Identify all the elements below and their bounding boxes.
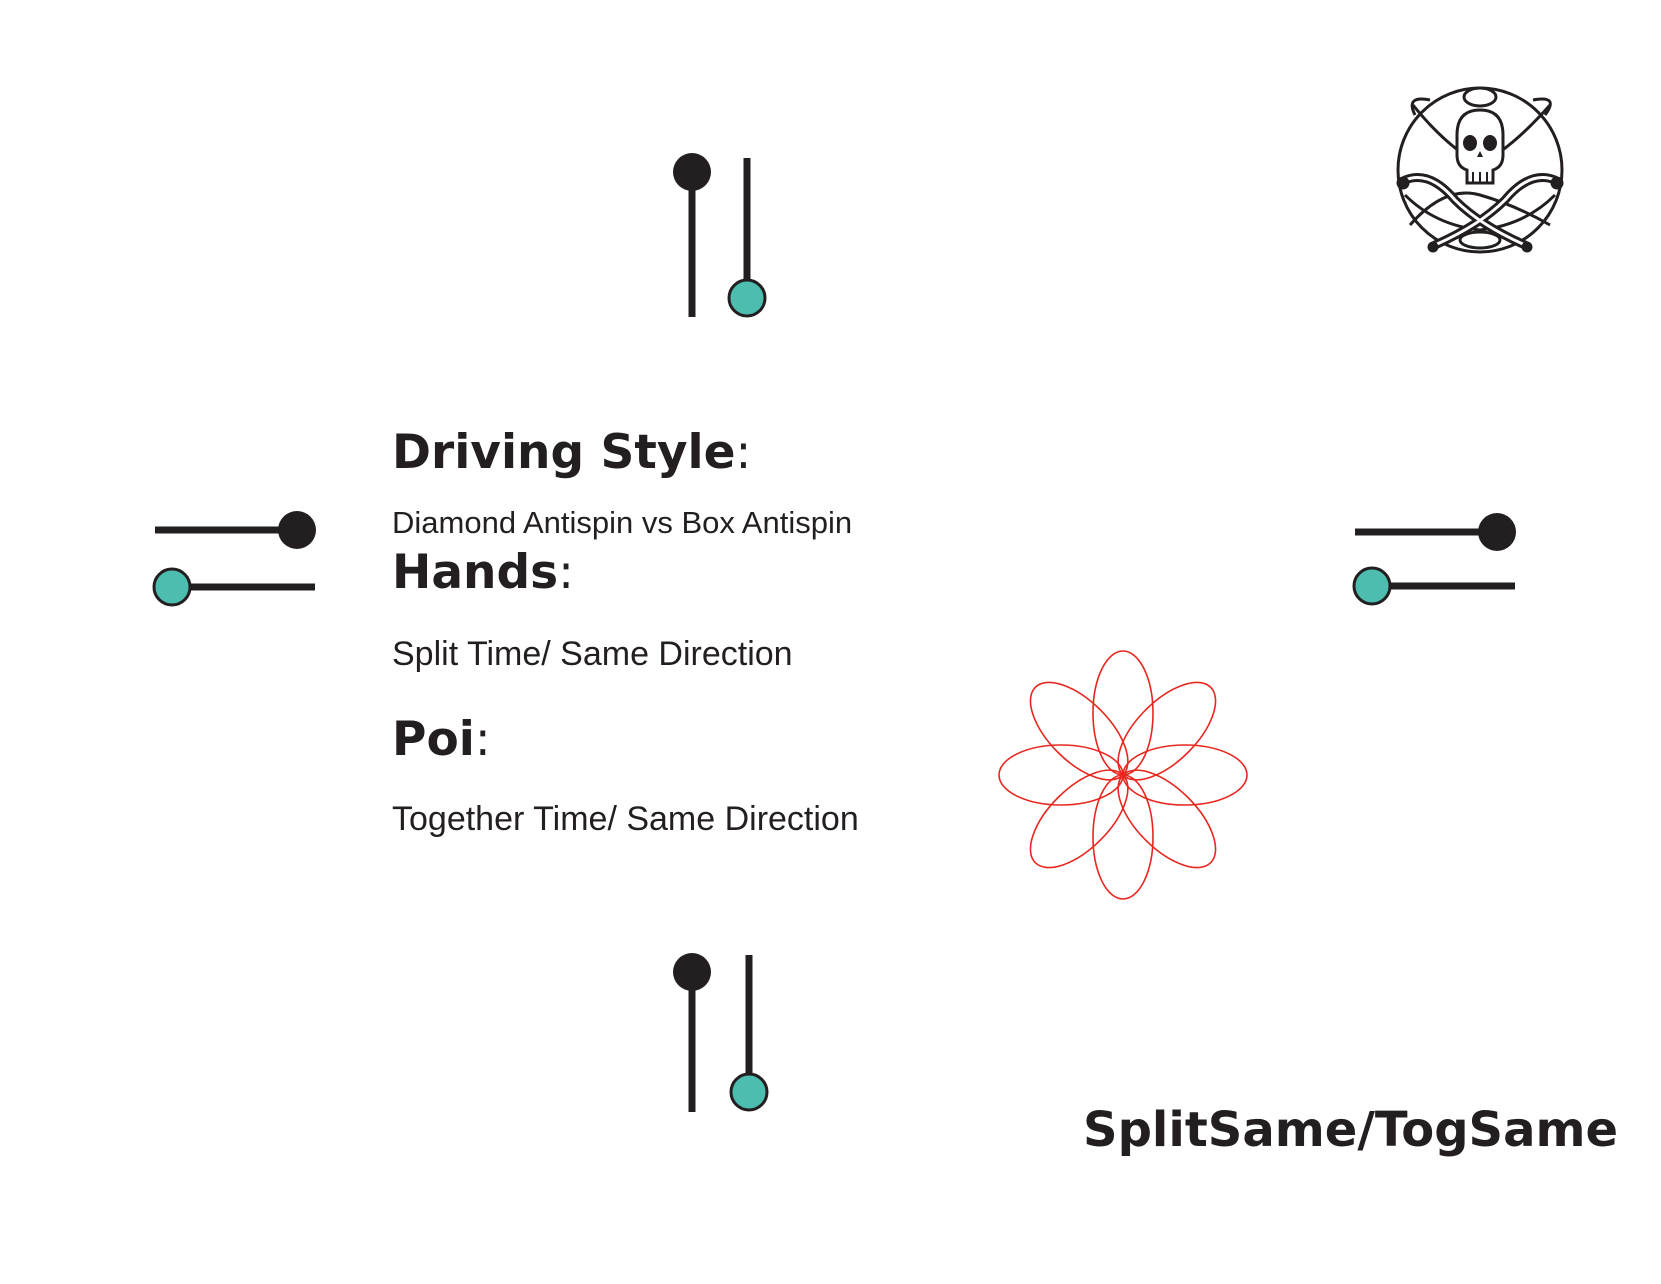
- poi-diagram-top: [673, 153, 767, 318]
- poi-value: Together Time/ Same Direction: [392, 800, 859, 838]
- poi-label: Poi: [392, 712, 475, 767]
- driving-style-label: Driving Style: [392, 425, 736, 480]
- hands-colon: :: [558, 545, 574, 600]
- driving-style-colon: :: [735, 425, 752, 480]
- poi-heading: Poi:: [392, 712, 491, 767]
- driving-style-heading: Driving Style:: [392, 425, 751, 480]
- flower-pattern: [998, 650, 1248, 900]
- poi-diagram-bottom: [673, 953, 769, 1112]
- hands-heading: Hands:: [392, 545, 574, 600]
- poi-colon: :: [474, 712, 491, 767]
- poi-diagram-left: [152, 511, 316, 607]
- driving-style-value: Diamond Antispin vs Box Antispin: [392, 505, 853, 540]
- pattern-name: SplitSame/TogSame: [1083, 1102, 1619, 1158]
- hands-value: Split Time/ Same Direction: [392, 635, 793, 673]
- hands-label: Hands: [392, 545, 559, 600]
- poi-diagram-right: [1352, 513, 1516, 606]
- skull-crossbones-logo: [1396, 86, 1564, 254]
